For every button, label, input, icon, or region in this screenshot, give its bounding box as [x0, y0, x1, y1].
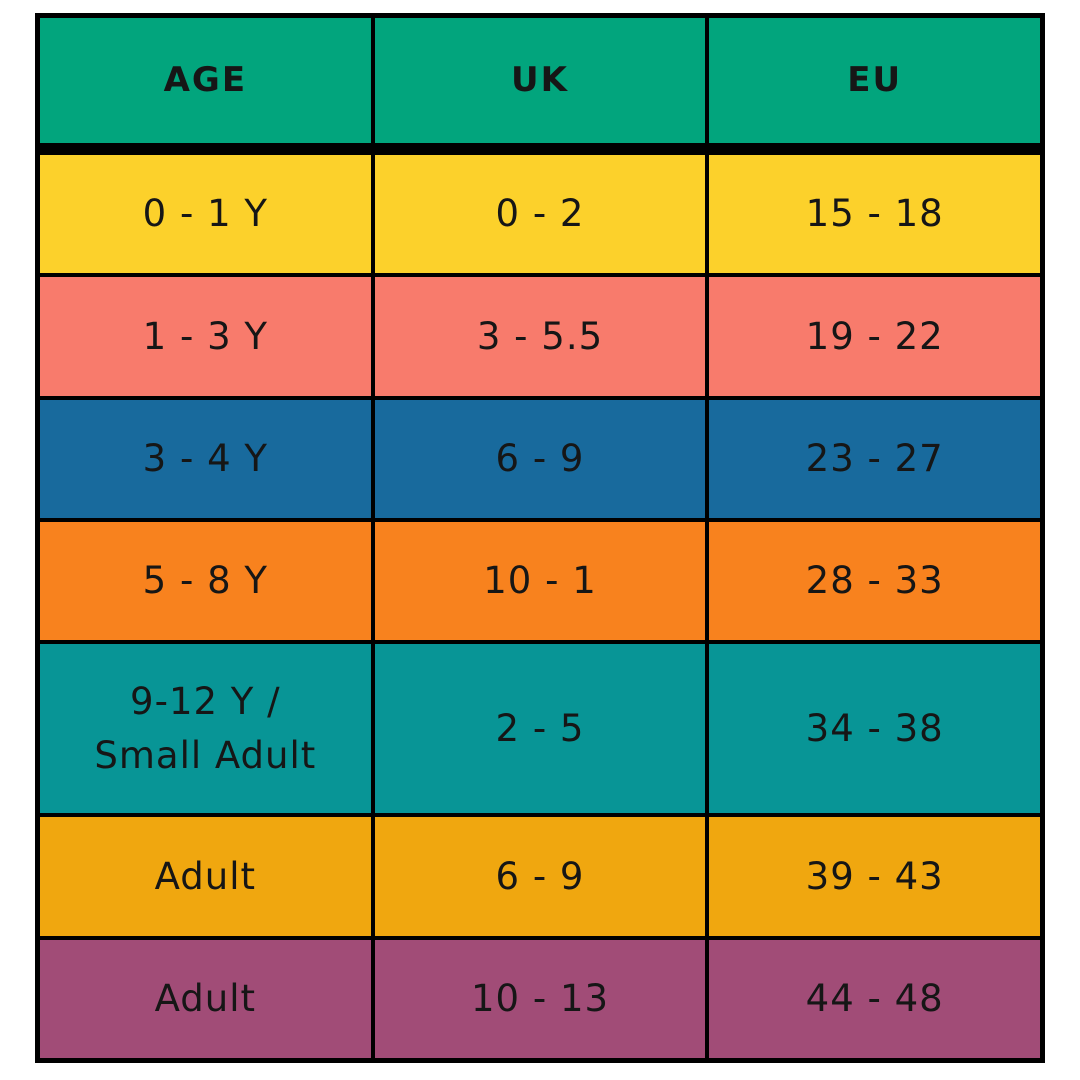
header-cell-eu: EU	[709, 18, 1041, 143]
table-header-row: AGE UK EU	[40, 18, 1041, 143]
uk-cell: 3 - 5.5	[374, 277, 706, 396]
table-row: Adult 10 - 13 44 - 48	[40, 939, 1041, 1058]
table-row: 0 - 1 Y 0 - 2 15 - 18	[40, 155, 1041, 274]
age-cell: Adult	[40, 817, 371, 936]
eu-cell: 23 - 27	[709, 399, 1041, 518]
age-cell: Adult	[40, 939, 371, 1058]
eu-cell: 34 - 38	[709, 644, 1041, 814]
header-cell-uk: UK	[374, 18, 706, 143]
eu-cell: 15 - 18	[709, 155, 1041, 274]
age-cell: 3 - 4 Y	[40, 399, 371, 518]
header-cell-age: AGE	[40, 18, 371, 143]
uk-cell: 6 - 9	[374, 399, 706, 518]
age-cell: 0 - 1 Y	[40, 155, 371, 274]
table-row: 1 - 3 Y 3 - 5.5 19 - 22	[40, 277, 1041, 396]
age-cell: 9-12 Y / Small Adult	[40, 644, 371, 814]
uk-cell: 10 - 13	[374, 939, 706, 1058]
uk-cell: 10 - 1	[374, 521, 706, 641]
table-row: 9-12 Y / Small Adult 2 - 5 34 - 38	[40, 644, 1041, 814]
eu-cell: 39 - 43	[709, 817, 1041, 936]
eu-cell: 19 - 22	[709, 277, 1041, 396]
age-cell: 5 - 8 Y	[40, 521, 371, 641]
size-conversion-table: AGE UK EU 0 - 1 Y 0 - 2 15 - 18 1 - 3 Y …	[35, 13, 1045, 1063]
eu-cell: 28 - 33	[709, 521, 1041, 641]
eu-cell: 44 - 48	[709, 939, 1041, 1058]
uk-cell: 0 - 2	[374, 155, 706, 274]
table-row: 3 - 4 Y 6 - 9 23 - 27	[40, 399, 1041, 518]
table-row: Adult 6 - 9 39 - 43	[40, 817, 1041, 936]
table-row: 5 - 8 Y 10 - 1 28 - 33	[40, 521, 1041, 641]
uk-cell: 6 - 9	[374, 817, 706, 936]
age-cell: 1 - 3 Y	[40, 277, 371, 396]
uk-cell: 2 - 5	[374, 644, 706, 814]
